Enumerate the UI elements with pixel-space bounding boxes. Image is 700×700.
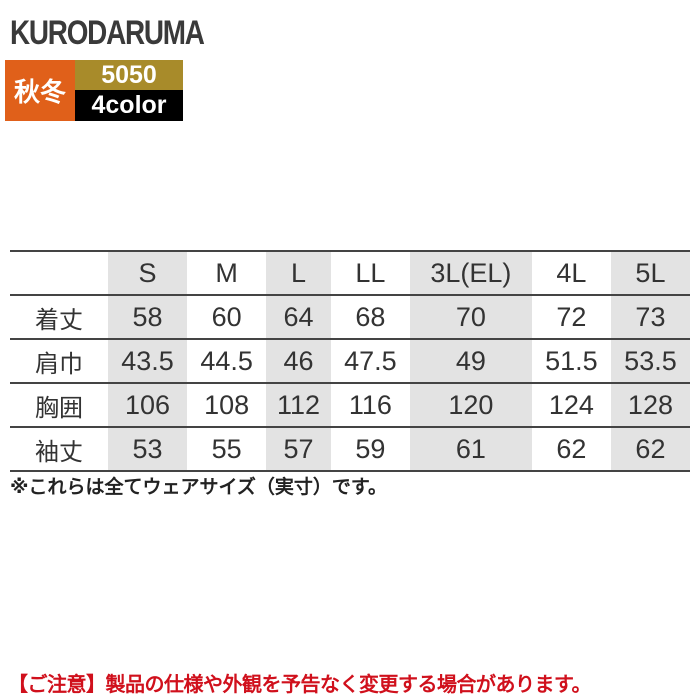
row-label: 着丈 bbox=[10, 295, 108, 340]
measurement-cell: 59 bbox=[330, 427, 410, 472]
size-header: S bbox=[108, 250, 188, 296]
measurement-cell: 73 bbox=[610, 295, 690, 340]
measurement-cell: 68 bbox=[330, 295, 410, 340]
measurement-cell: 60 bbox=[187, 295, 267, 340]
measurement-cell: 128 bbox=[610, 383, 690, 428]
color-count-badge: 4color bbox=[75, 90, 183, 121]
row-label: 胸囲 bbox=[10, 383, 108, 428]
size-header: L bbox=[266, 250, 331, 296]
table-row: 袖丈 53 55 57 59 61 62 62 bbox=[10, 427, 690, 472]
measurement-cell: 55 bbox=[187, 427, 267, 472]
size-header: LL bbox=[330, 250, 410, 296]
measurement-cell: 116 bbox=[330, 383, 410, 428]
corner-cell bbox=[10, 250, 108, 296]
table-row: 胸囲 106 108 112 116 120 124 128 bbox=[10, 383, 690, 428]
size-header: 5L bbox=[610, 250, 690, 296]
season-badge: 秋冬 bbox=[5, 60, 75, 121]
header-row: S M L LL 3L(EL) 4L 5L bbox=[10, 250, 690, 296]
measurement-cell: 72 bbox=[531, 295, 611, 340]
measurement-cell: 58 bbox=[108, 295, 188, 340]
size-header: 3L(EL) bbox=[409, 250, 532, 296]
measurement-cell: 49 bbox=[409, 339, 532, 384]
size-note: ※これらは全てウェアサイズ（実寸）です。 bbox=[10, 476, 388, 498]
product-code-badge: 5050 bbox=[75, 60, 183, 90]
size-header: 4L bbox=[531, 250, 611, 296]
table-row: 肩巾 43.5 44.5 46 47.5 49 51.5 53.5 bbox=[10, 339, 690, 384]
measurement-cell: 62 bbox=[531, 427, 611, 472]
caution-text: 【ご注意】製品の仕様や外観を予告なく変更する場合があります。 bbox=[8, 672, 592, 696]
table-row: 着丈 58 60 64 68 70 72 73 bbox=[10, 295, 690, 340]
row-label: 肩巾 bbox=[10, 339, 108, 384]
measurement-cell: 44.5 bbox=[187, 339, 267, 384]
measurement-cell: 57 bbox=[266, 427, 331, 472]
size-table: S M L LL 3L(EL) 4L 5L 着丈 58 60 64 68 70 72 73 肩巾 43.5 44.… bbox=[10, 250, 690, 472]
measurement-cell: 51.5 bbox=[531, 339, 611, 384]
measurement-cell: 43.5 bbox=[108, 339, 188, 384]
measurement-cell: 120 bbox=[409, 383, 532, 428]
measurement-cell: 106 bbox=[108, 383, 188, 428]
measurement-cell: 64 bbox=[266, 295, 331, 340]
measurement-cell: 112 bbox=[266, 383, 331, 428]
measurement-cell: 70 bbox=[409, 295, 532, 340]
measurement-cell: 124 bbox=[531, 383, 611, 428]
measurement-cell: 53 bbox=[108, 427, 188, 472]
measurement-cell: 46 bbox=[266, 339, 331, 384]
measurement-cell: 61 bbox=[409, 427, 532, 472]
measurement-cell: 62 bbox=[610, 427, 690, 472]
brand-logo: KURODARUMA bbox=[10, 14, 205, 52]
measurement-cell: 108 bbox=[187, 383, 267, 428]
measurement-cell: 53.5 bbox=[610, 339, 690, 384]
row-label: 袖丈 bbox=[10, 427, 108, 472]
size-header: M bbox=[187, 250, 267, 296]
measurement-cell: 47.5 bbox=[330, 339, 410, 384]
